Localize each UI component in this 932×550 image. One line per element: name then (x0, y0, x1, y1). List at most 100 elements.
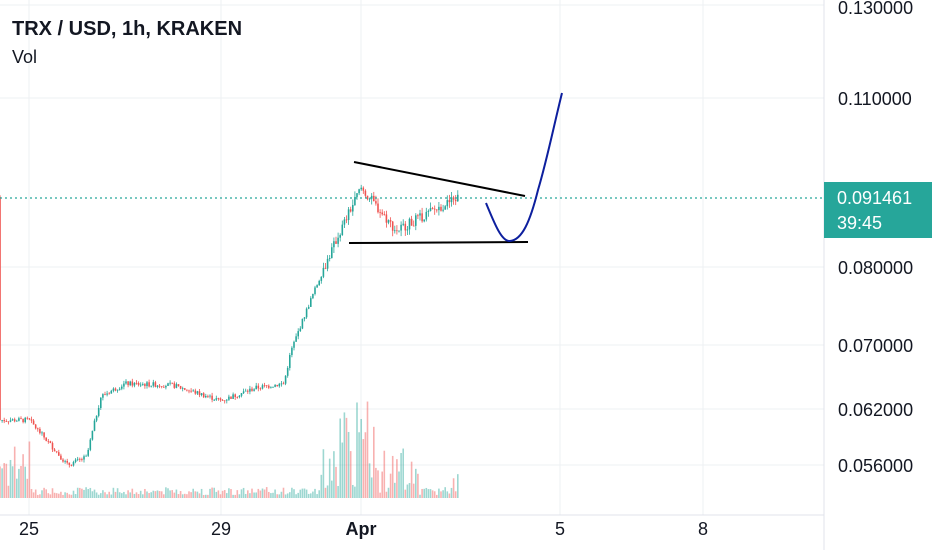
volume-bar (45, 489, 47, 498)
triangle-lower-trendline (348, 241, 529, 244)
volume-bar (190, 492, 192, 498)
volume-bar (205, 494, 207, 498)
volume-bar (297, 492, 299, 498)
triangle-upper-trendline (353, 161, 526, 197)
candle-body (249, 388, 251, 392)
candle-body (34, 424, 37, 429)
volume-bar (406, 484, 409, 498)
candle-body (167, 383, 169, 386)
volume-bar (89, 487, 92, 498)
candle-body (146, 382, 148, 387)
candle-body (125, 381, 127, 384)
volume-bar (282, 487, 285, 498)
candle-body (268, 385, 270, 388)
volume-bar (230, 489, 232, 498)
volume-bar (452, 478, 455, 498)
volume-bar (454, 491, 457, 498)
candle-body (337, 237, 339, 244)
volume-bar (421, 488, 423, 498)
volume-bar (370, 477, 373, 498)
candle-body (97, 407, 100, 416)
volume-bar (167, 488, 169, 498)
candle-body (255, 385, 257, 390)
volume-bar (368, 463, 371, 498)
candle-body (223, 400, 226, 402)
volume-bar (81, 488, 83, 498)
volume-bar (333, 451, 335, 498)
candle-body (276, 384, 278, 387)
candle-body (318, 280, 320, 286)
volume-bar (232, 494, 234, 498)
volume-bar (326, 485, 329, 498)
volume-bar (39, 494, 41, 498)
volume-bar (320, 474, 323, 498)
volume-bar (163, 494, 165, 498)
candle-body (450, 197, 453, 203)
candle-body (230, 396, 232, 399)
volume-bar (49, 494, 52, 498)
y-tick-label: 0.110000 (838, 89, 912, 109)
volume-bar (410, 461, 413, 498)
volume-bar (133, 493, 136, 498)
volume-bar (364, 432, 367, 498)
volume-bar (181, 494, 184, 498)
volume-bar (436, 494, 438, 498)
volume-bar (322, 449, 325, 498)
volume-bar (1, 468, 3, 498)
volume-bar (207, 494, 209, 498)
volume-bar (74, 494, 77, 498)
volume-bar (341, 442, 344, 498)
volume-bar (228, 488, 230, 498)
candle-body (247, 390, 249, 392)
candle-body (41, 432, 43, 434)
volume-bar (268, 491, 270, 498)
candle-body (11, 419, 14, 421)
volume-bar (286, 493, 289, 498)
volume-bar (85, 487, 87, 498)
symbol-title[interactable]: TRX / USD, 1h, KRAKEN (12, 18, 243, 40)
volume-bar (446, 491, 449, 498)
candle-body (406, 229, 409, 231)
candle-body (79, 458, 81, 460)
volume-bar (412, 483, 415, 498)
candle-body (93, 420, 96, 431)
last-price-badge: 0.091461 39:45 (824, 182, 932, 238)
candle-body (156, 385, 159, 387)
candle-body (370, 195, 373, 199)
candle-body (37, 428, 39, 430)
candle-body (272, 386, 274, 388)
candle-body (215, 398, 218, 400)
volume-bar (366, 401, 369, 498)
candle-body (144, 384, 146, 387)
candle-body (58, 452, 60, 456)
x-tick-label: 8 (698, 519, 708, 539)
volume-bar (43, 487, 45, 498)
volume-bar (331, 480, 333, 498)
volume-bar (146, 491, 148, 498)
volume-bar (47, 493, 50, 498)
volume-bar (238, 494, 241, 498)
candle-body (425, 211, 428, 220)
volume-bar (387, 487, 390, 498)
volume-bar (373, 426, 375, 498)
volume-bar (13, 446, 16, 498)
candle-body (0, 196, 1, 421)
volume-bar (53, 492, 56, 498)
volume-bar (251, 488, 253, 498)
candle-body (55, 451, 58, 453)
candle-body (387, 220, 390, 223)
candle-body (5, 421, 8, 422)
candle-body (345, 219, 348, 221)
volume-bar (129, 492, 131, 498)
candle-body (30, 419, 33, 421)
volume-bar (112, 487, 115, 498)
candle-body (433, 208, 436, 210)
volume-bar (213, 487, 215, 498)
volume-bar (221, 490, 224, 498)
candle-body (135, 382, 138, 384)
volume-indicator-label[interactable]: Vol (12, 47, 38, 67)
volume-bar (110, 494, 113, 498)
candle-body (100, 397, 102, 408)
volume-bar (335, 466, 337, 498)
